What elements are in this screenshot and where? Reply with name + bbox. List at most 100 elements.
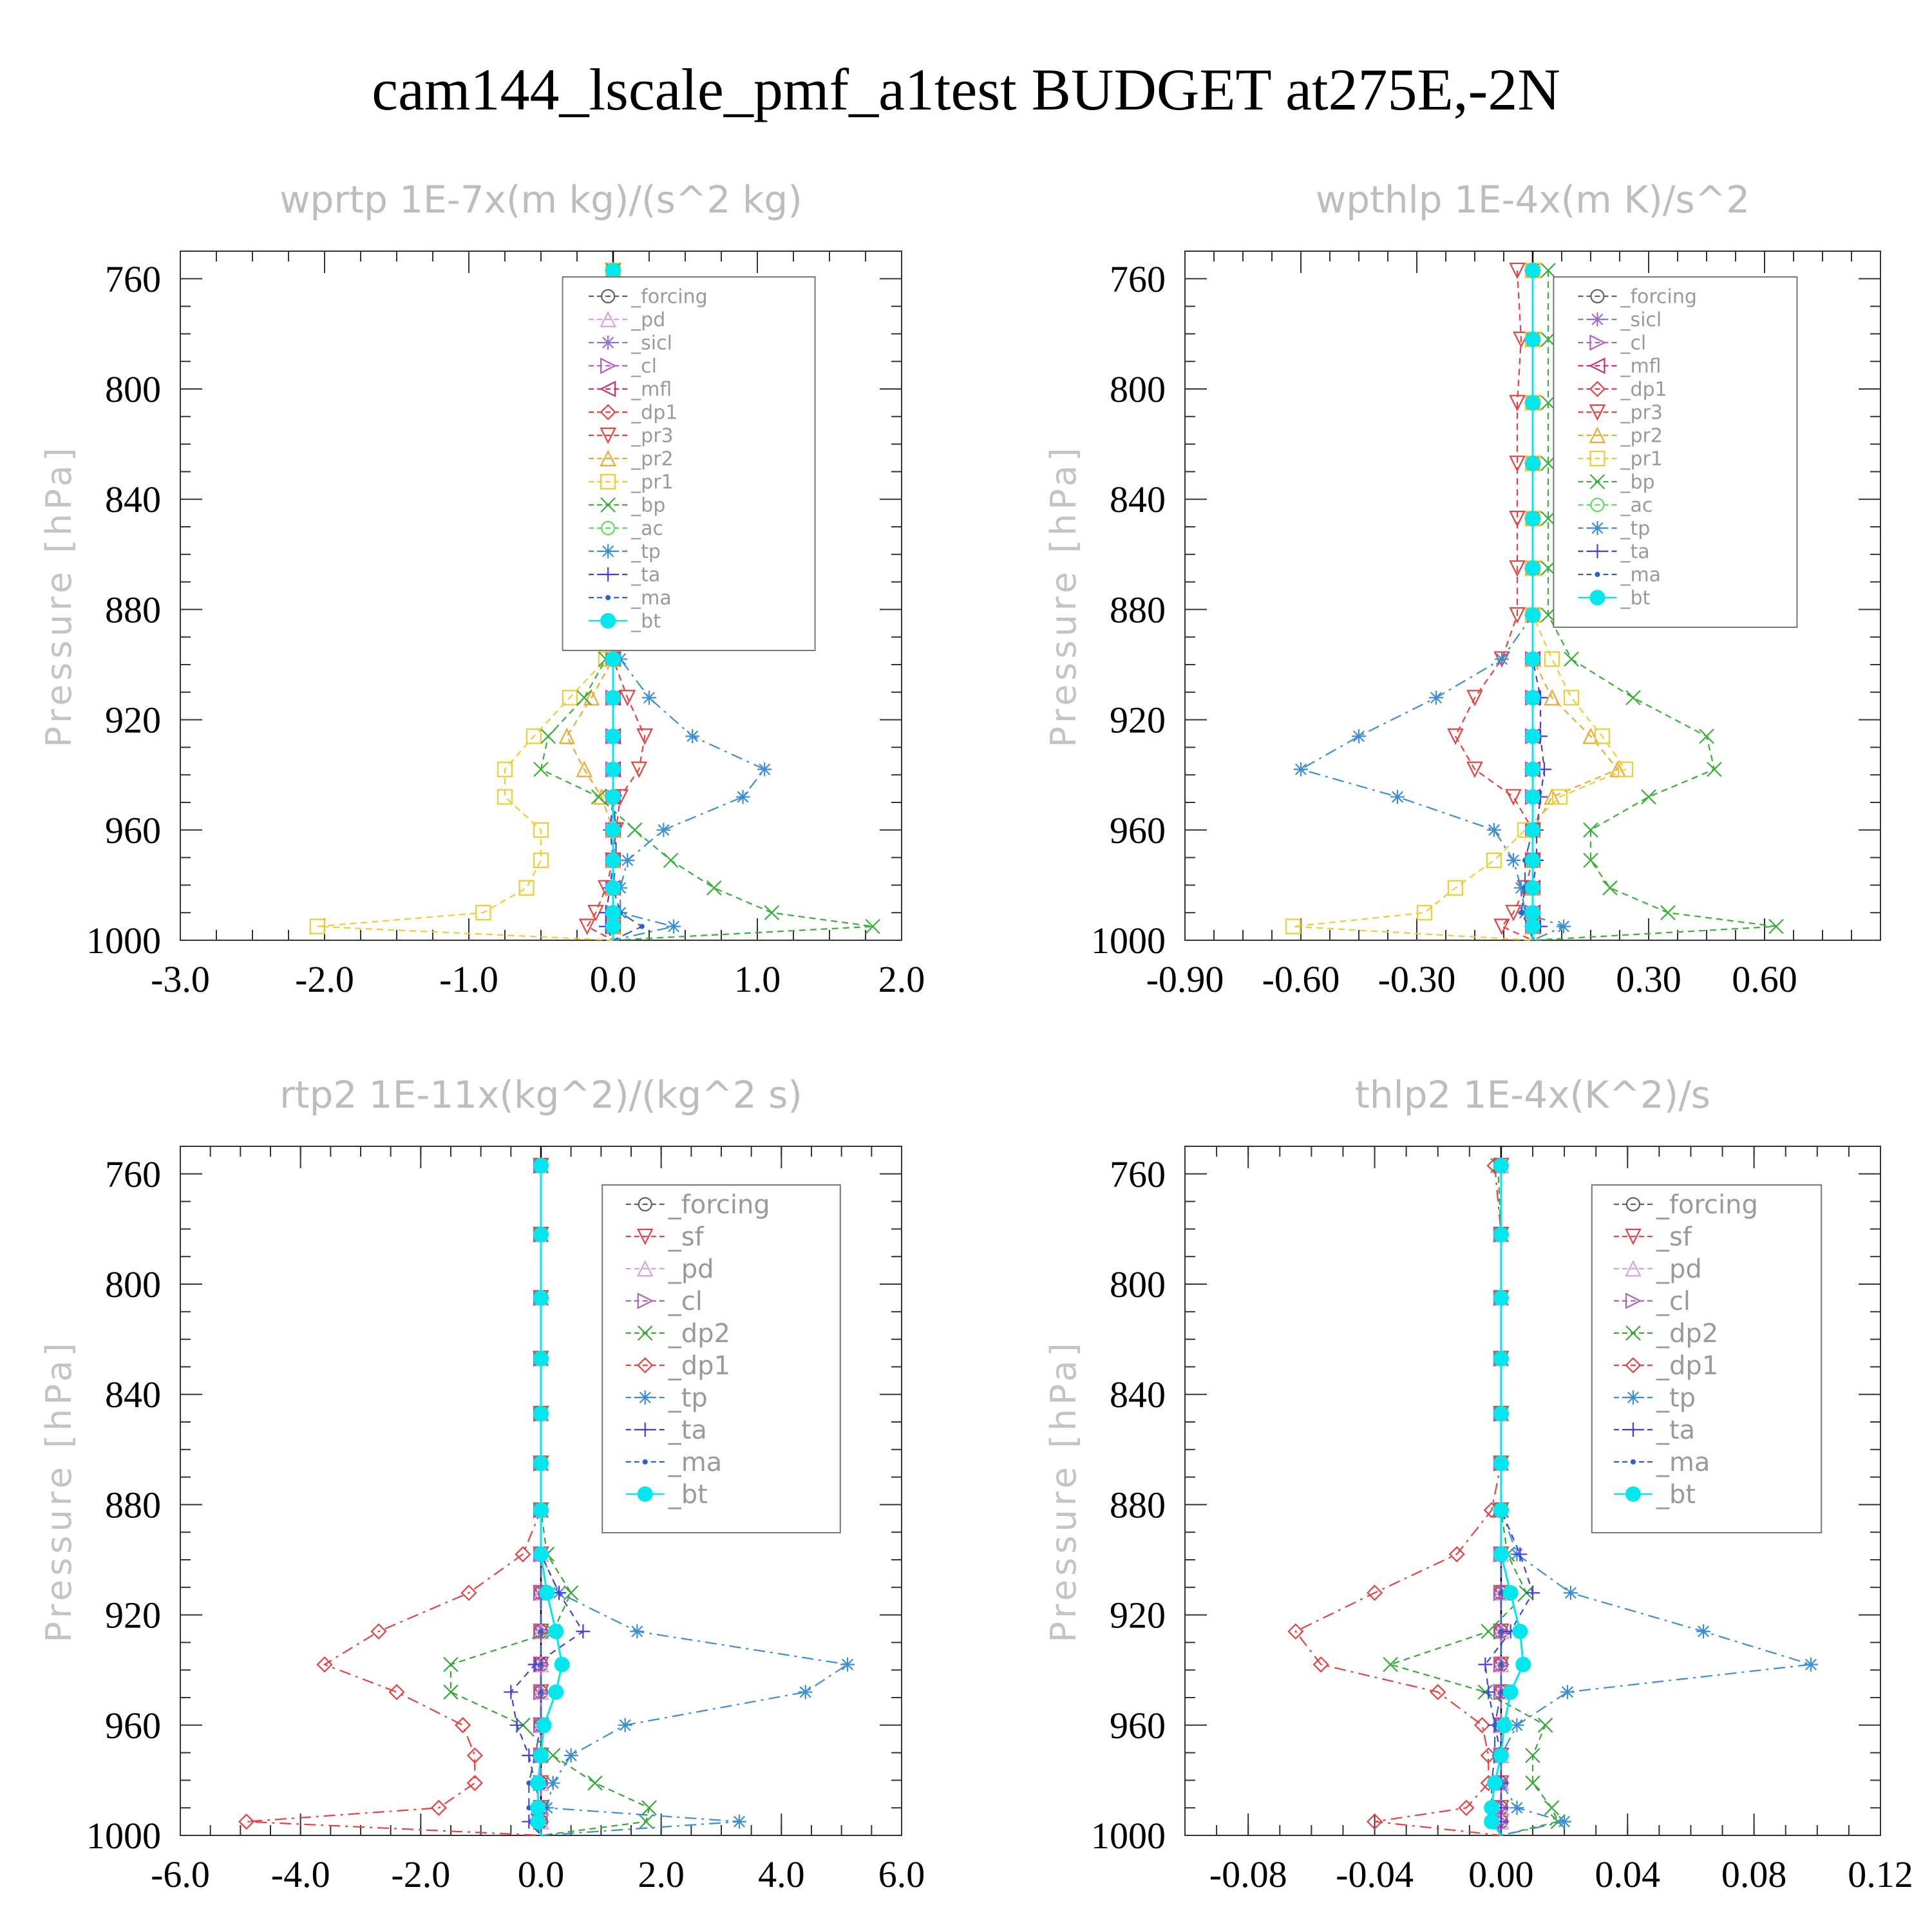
data-point	[1696, 1624, 1711, 1639]
data-point	[1493, 1747, 1509, 1763]
data-point	[533, 1747, 549, 1763]
data-point	[1540, 560, 1556, 576]
data-point	[663, 853, 679, 868]
y-tick-label: 800	[1110, 368, 1166, 410]
y-tick-label: 880	[1110, 589, 1166, 630]
series-bt	[530, 1157, 570, 1836]
data-point	[1699, 728, 1714, 744]
legend-entry: _mfl	[630, 379, 672, 401]
x-tick-label: 1.0	[734, 958, 781, 1000]
data-point	[840, 1657, 855, 1672]
legend-marker	[1590, 312, 1605, 327]
legend-entry: _tp	[1656, 1383, 1696, 1413]
legend-entry: _bt	[668, 1480, 708, 1510]
data-point	[619, 690, 636, 706]
legend-entry: _ma	[1656, 1448, 1710, 1477]
legend-entry: _ma	[630, 587, 672, 610]
legend-entry: _forcing	[668, 1190, 770, 1220]
chart-panel-1: wprtp 1E-7x(m kg)/(s^2 kg) Pressure [hPa]…	[39, 178, 925, 1000]
data-point	[1540, 395, 1556, 411]
data-point	[1506, 853, 1520, 867]
data-point	[1540, 511, 1556, 526]
data-point	[605, 822, 621, 838]
data-point	[475, 905, 491, 921]
legend-marker	[600, 497, 616, 513]
x-tick-label: 2.0	[638, 1853, 685, 1895]
data-point	[1564, 651, 1579, 667]
y-tick-label: 840	[105, 1374, 161, 1416]
legend-marker	[1625, 1260, 1642, 1277]
data-point	[706, 880, 722, 896]
legend-box	[601, 1184, 841, 1533]
legend: _forcing_sicl_cl_mfl_dp1_pr3_pr2_pr1_bp_…	[1553, 276, 1798, 628]
data-point	[1294, 762, 1308, 777]
data-point	[1560, 1685, 1575, 1700]
data-point	[1563, 1586, 1578, 1600]
data-point	[1660, 905, 1676, 920]
legend-marker	[1625, 1325, 1641, 1341]
legend-entry: _sicl	[1620, 309, 1662, 332]
legend-entry: _tp	[668, 1383, 708, 1413]
data-point	[533, 1455, 549, 1472]
data-point	[1486, 852, 1502, 868]
data-point	[533, 1157, 549, 1173]
legend-entry: _pr2	[1620, 425, 1662, 448]
data-point	[1513, 1547, 1528, 1562]
data-point	[1480, 1747, 1497, 1764]
data-point	[1429, 690, 1443, 705]
data-point	[1390, 790, 1405, 804]
legend-marker	[637, 1357, 654, 1374]
data-point	[1493, 1350, 1509, 1367]
x-tick-label: -0.08	[1209, 1853, 1287, 1895]
legend-marker	[1589, 404, 1606, 421]
y-tick-label: 920	[105, 699, 161, 741]
legend-entry: _pr3	[630, 425, 673, 448]
data-point	[605, 262, 621, 278]
data-point	[1525, 455, 1540, 471]
data-point	[563, 1585, 579, 1601]
legend-marker	[600, 357, 617, 374]
data-point	[533, 852, 549, 868]
data-point	[1430, 1683, 1446, 1700]
data-point	[1594, 728, 1611, 744]
series-line	[1299, 270, 1566, 942]
data-point	[316, 1656, 333, 1673]
data-point	[1563, 690, 1580, 706]
legend-entry: _bt	[630, 611, 661, 633]
data-point	[545, 1776, 560, 1790]
series-line	[1293, 270, 1627, 942]
data-point	[509, 1718, 524, 1732]
legend-entry: _ta	[1620, 541, 1649, 564]
data-point	[1513, 331, 1530, 348]
legend-entry: _ac	[630, 518, 663, 540]
legend-marker	[601, 336, 616, 350]
data-point	[1544, 688, 1560, 706]
chart-panel-2: wpthlp 1E-4x(m K)/s^2 Pressure [hPa] 760 80…	[1043, 178, 1881, 1000]
legend-marker	[637, 1486, 653, 1502]
data-point	[576, 761, 592, 777]
data-point	[638, 1814, 654, 1830]
y-tick-label: 840	[1110, 478, 1166, 520]
data-point	[1493, 918, 1510, 936]
legend-entry: _mfl	[1620, 355, 1661, 378]
series-tp	[1294, 263, 1571, 942]
data-point	[1505, 789, 1522, 806]
series-line	[510, 1166, 584, 1836]
data-point	[497, 761, 513, 777]
series-dp1	[238, 1157, 549, 1837]
data-point	[1525, 395, 1540, 411]
data-point	[1525, 852, 1540, 868]
data-point	[554, 1656, 570, 1672]
data-point	[1498, 1629, 1504, 1634]
data-point	[578, 918, 596, 936]
legend-marker	[600, 404, 616, 421]
legend-marker	[1589, 590, 1605, 605]
legend-marker	[1625, 1423, 1640, 1437]
data-point	[1525, 1748, 1540, 1763]
data-point	[576, 1624, 591, 1639]
legend-marker	[600, 427, 616, 444]
y-tick-label: 760	[105, 258, 161, 300]
legend-marker	[1589, 381, 1605, 397]
data-point	[533, 1502, 549, 1518]
data-point	[1525, 651, 1540, 667]
